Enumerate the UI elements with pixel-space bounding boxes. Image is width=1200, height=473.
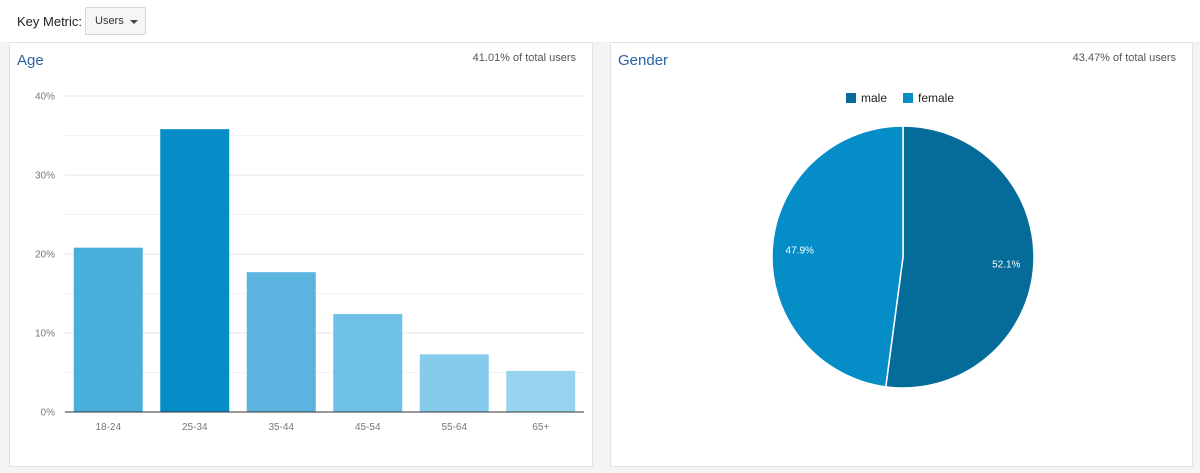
age-bar-18-24[interactable] xyxy=(73,247,143,412)
y-tick-label: 20% xyxy=(35,250,55,261)
pie-slice-female[interactable] xyxy=(771,125,904,388)
top-bar: Key Metric: Users xyxy=(0,0,1200,42)
gender-panel-title: Gender xyxy=(618,52,669,69)
x-tick-label: 55-64 xyxy=(441,422,467,433)
age-total-note: 41.01% of total users xyxy=(472,52,576,64)
gender-total-note: 43.47% of total users xyxy=(1072,52,1176,64)
age-panel-title: Age xyxy=(17,52,44,69)
x-tick-label: 45-54 xyxy=(355,422,381,433)
age-bar-45-54[interactable] xyxy=(333,314,403,412)
y-tick-label: 10% xyxy=(35,329,55,340)
age-bar-35-44[interactable] xyxy=(246,272,316,412)
age-bar-25-34[interactable] xyxy=(160,129,230,412)
pie-value-label: 52.1% xyxy=(992,259,1020,270)
legend-entry-male[interactable]: male xyxy=(861,91,887,105)
pie-value-label: 47.9% xyxy=(786,246,814,257)
age-bar-65+[interactable] xyxy=(506,370,576,412)
age-bar-55-64[interactable] xyxy=(419,354,489,412)
y-tick-label: 30% xyxy=(35,171,55,182)
x-tick-label: 18-24 xyxy=(95,422,121,433)
legend-swatch-female xyxy=(903,93,913,103)
x-tick-label: 65+ xyxy=(532,422,549,433)
gender-panel: 52.1% 47.9% male female Gender 43.47% of to… xyxy=(610,42,1193,467)
pie-slice-male[interactable] xyxy=(884,125,1035,389)
age-panel: 0% 10% 20% 30% 40% 18-24 25-34 35-44 45-54 55-64 6… xyxy=(9,42,593,467)
y-tick-label: 40% xyxy=(35,92,55,103)
y-tick-label: 0% xyxy=(41,408,56,419)
legend-swatch-male xyxy=(846,93,856,103)
x-tick-label: 25-34 xyxy=(182,422,208,433)
key-metric-value: Users xyxy=(95,15,124,27)
x-tick-label: 35-44 xyxy=(268,422,294,433)
key-metric-label: Key Metric: xyxy=(17,14,83,29)
legend-entry-female[interactable]: female xyxy=(918,91,954,105)
gender-pie-chart: 52.1% 47.9% male female xyxy=(771,91,1035,389)
age-bar-chart: 0% 10% 20% 30% 40% 18-24 25-34 35-44 45-54 55-64 6… xyxy=(35,92,584,433)
caret-down-icon xyxy=(130,20,138,24)
key-metric-dropdown[interactable]: Users xyxy=(85,7,146,35)
